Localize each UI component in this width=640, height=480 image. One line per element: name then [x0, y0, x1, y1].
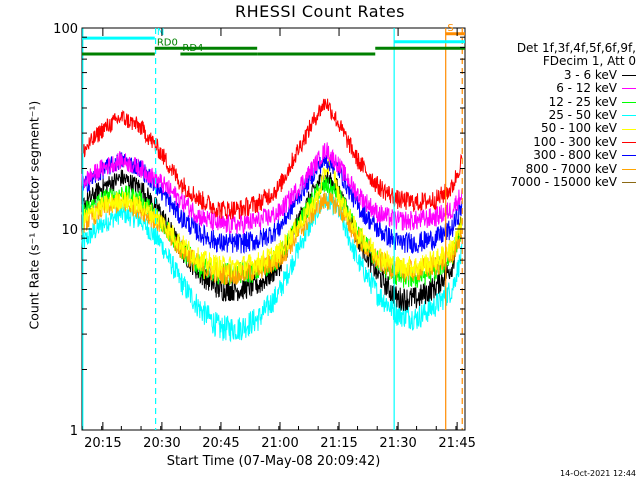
x-tick-label-4: 21:15 [320, 436, 357, 451]
legend-item: 300 - 800 keV [470, 148, 640, 163]
state-bar-label-8: S [447, 23, 453, 34]
legend-item-label: 3 - 6 keV [563, 67, 617, 82]
legend-header-line-1: Det 1f,3f,4f,5f,6f,9f, [516, 41, 636, 55]
legend-item-label: 25 - 50 keV [548, 108, 617, 123]
legend-swatch [622, 115, 636, 117]
x-axis-label: Start Time (07-May-08 20:09:42) [166, 454, 381, 469]
legend-item: 100 - 300 keV [470, 134, 640, 149]
legend-item: 12 - 25 keV [470, 94, 640, 109]
x-tick-label-6: 21:45 [438, 436, 475, 451]
y-tick-label-1: 1 [70, 424, 78, 439]
legend-swatch [622, 155, 636, 157]
legend-swatch [622, 88, 636, 90]
legend: Det 1f,3f,4f,5f,6f,9f, FDecim 1, Att 0 3… [470, 41, 640, 190]
legend-swatch [622, 128, 636, 130]
series-line-5 [81, 98, 463, 220]
legend-item: 6 - 12 keV [470, 81, 640, 96]
legend-item: 3 - 6 keV [470, 67, 640, 82]
chart-title: RHESSI Count Rates [235, 2, 405, 21]
legend-item: 7000 - 15000 keV [470, 175, 640, 190]
legend-swatch [622, 101, 636, 103]
legend-item-label: 6 - 12 keV [556, 81, 617, 96]
y-tick-label-100: 100 [53, 22, 78, 37]
generation-timestamp: 14-Oct-2021 12:44 [560, 469, 636, 478]
state-bar-label-2: RD0 [157, 37, 178, 48]
legend-item-label: 7000 - 15000 keV [510, 175, 617, 190]
state-bar-label-4: RD4 [182, 43, 203, 54]
legend-swatch [622, 168, 636, 170]
legend-item-label: 50 - 100 keV [540, 121, 617, 136]
x-tick-label-2: 20:45 [202, 436, 239, 451]
legend-header-line-2: FDecim 1, Att 0 [542, 54, 636, 69]
legend-swatch [622, 75, 636, 77]
legend-item: 50 - 100 keV [470, 122, 640, 135]
x-tick-label-3: 21:00 [261, 436, 298, 451]
legend-swatch [622, 142, 636, 144]
x-tick-label-1: 20:30 [143, 436, 180, 451]
x-tick-label-0: 20:15 [84, 436, 121, 451]
y-tick-label-10: 10 [61, 223, 78, 238]
state-bar-label-1: N [157, 27, 164, 38]
series-line-4 [81, 154, 463, 279]
legend-item-label: 300 - 800 keV [533, 148, 617, 163]
legend-item-label: 800 - 7000 keV [525, 161, 617, 176]
y-axis-label: Count Rate (s⁻¹ detector segment⁻¹) [26, 100, 42, 330]
legend-item: 800 - 7000 keV [470, 161, 640, 176]
legend-item: 25 - 50 keV [470, 108, 640, 123]
x-tick-label-5: 21:30 [379, 436, 416, 451]
series-line-1 [81, 142, 463, 235]
legend-item-label: 100 - 300 keV [533, 134, 617, 149]
legend-swatch [622, 182, 636, 184]
series-line-3 [81, 192, 463, 343]
legend-item-label: 12 - 25 keV [548, 94, 617, 109]
